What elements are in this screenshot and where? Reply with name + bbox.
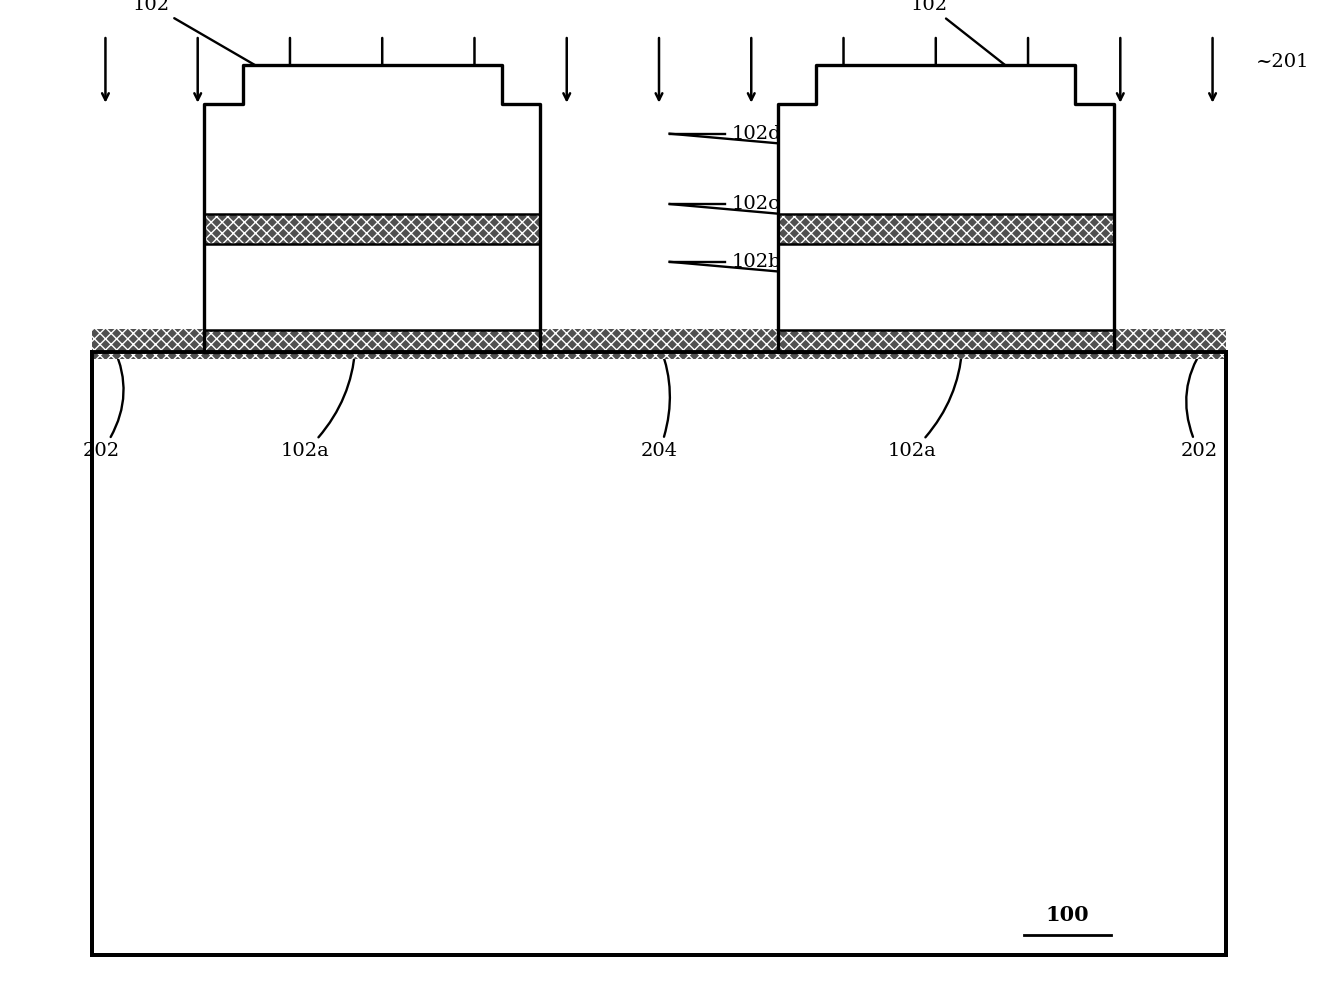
Text: 202: 202 <box>1181 349 1218 460</box>
Text: 102: 102 <box>133 0 283 81</box>
Text: 102b: 102b <box>731 253 782 270</box>
Text: 202: 202 <box>83 349 124 460</box>
Text: 102d: 102d <box>731 125 782 143</box>
Text: 102a: 102a <box>281 350 357 460</box>
Text: 204: 204 <box>641 349 677 460</box>
Bar <box>204 214 540 244</box>
Bar <box>778 330 1114 352</box>
Bar <box>204 214 540 244</box>
Bar <box>92 329 1226 360</box>
Bar <box>204 330 540 352</box>
Bar <box>204 65 540 214</box>
Text: ~201: ~201 <box>1256 53 1310 71</box>
Bar <box>778 214 1114 244</box>
Bar <box>778 244 1114 330</box>
Text: 102c: 102c <box>731 195 780 213</box>
Bar <box>92 352 1226 955</box>
Text: 100: 100 <box>1045 904 1090 925</box>
Text: 102: 102 <box>911 0 1025 81</box>
Bar <box>778 65 1114 214</box>
Text: 102a: 102a <box>888 350 965 460</box>
Bar <box>92 329 1226 360</box>
Bar <box>778 330 1114 352</box>
Bar <box>92 352 1226 955</box>
Bar <box>204 330 540 352</box>
Bar <box>204 244 540 330</box>
Bar <box>778 214 1114 244</box>
